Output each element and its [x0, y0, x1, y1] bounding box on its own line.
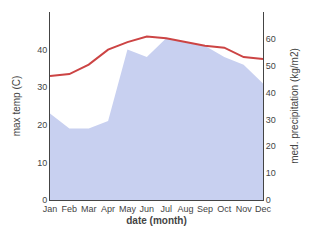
- svg-text:Jun: Jun: [140, 204, 155, 214]
- svg-text:Aug: Aug: [178, 204, 194, 214]
- svg-text:0: 0: [266, 195, 271, 205]
- svg-text:60: 60: [266, 34, 276, 44]
- svg-text:Nov: Nov: [236, 204, 253, 214]
- svg-text:30: 30: [37, 82, 47, 92]
- svg-text:50: 50: [266, 61, 276, 71]
- svg-text:Feb: Feb: [62, 204, 78, 214]
- svg-text:max temp (C): max temp (C): [11, 76, 22, 137]
- svg-text:Apr: Apr: [101, 204, 115, 214]
- svg-text:10: 10: [266, 168, 276, 178]
- svg-text:Jan: Jan: [43, 204, 58, 214]
- svg-text:40: 40: [266, 88, 276, 98]
- svg-text:20: 20: [266, 141, 276, 151]
- svg-text:date (month): date (month): [126, 215, 187, 226]
- svg-text:Mar: Mar: [81, 204, 97, 214]
- svg-text:med. precipitation (kg/m2): med. precipitation (kg/m2): [289, 48, 300, 164]
- svg-text:Sep: Sep: [197, 204, 213, 214]
- svg-text:0: 0: [42, 195, 47, 205]
- svg-text:May: May: [119, 204, 137, 214]
- svg-text:40: 40: [37, 45, 47, 55]
- svg-text:10: 10: [37, 158, 47, 168]
- svg-text:Dec: Dec: [255, 204, 272, 214]
- svg-text:20: 20: [37, 120, 47, 130]
- svg-text:Jul: Jul: [160, 204, 172, 214]
- svg-text:30: 30: [266, 115, 276, 125]
- svg-text:Oct: Oct: [217, 204, 232, 214]
